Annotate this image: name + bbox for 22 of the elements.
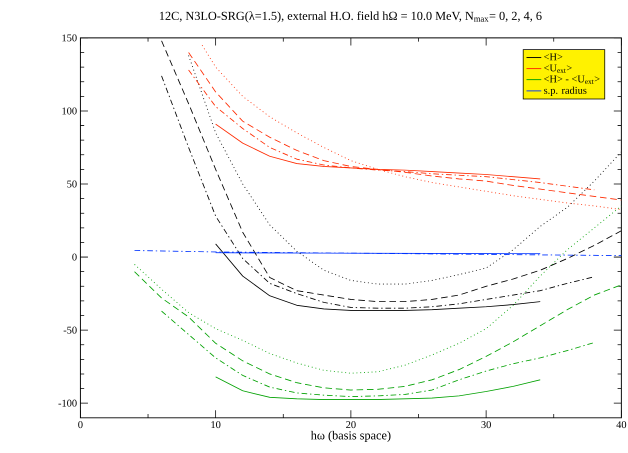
legend-label: <U$_{ext}$> (544, 64, 572, 73)
legend-label: <H> (544, 54, 562, 60)
line-series (161, 76, 595, 309)
x-tick-label: 20 (346, 421, 356, 428)
line-series (134, 206, 622, 374)
x-tick-label: 40 (616, 421, 626, 428)
legend-label: s.p. radius (544, 86, 586, 96)
y-tick-label: 150 (62, 34, 77, 42)
line-series (215, 124, 541, 180)
x-axis-title: hω (basis space) (310, 430, 391, 442)
y-tick-label: 0 (72, 254, 77, 261)
x-tick-label: 10 (211, 421, 220, 428)
y-tick-label: -100 (58, 400, 77, 407)
x-tick-label: 30 (481, 421, 491, 428)
y-tick-label: 100 (62, 108, 77, 115)
chart-title: 12C, N3LO-SRG(λ=1.5), external H.O. field hΩ = 10.0 MeV, N$_{max}$= 0, 2, 4, 6 (160, 11, 542, 23)
legend-label: <H> - <U$_{ext}$> (544, 76, 600, 84)
y-tick-label: 50 (67, 180, 77, 188)
y-tick-label: -50 (64, 326, 77, 334)
line-series (161, 310, 595, 398)
line-series (134, 271, 622, 391)
x-tick-label: 0 (78, 421, 83, 428)
